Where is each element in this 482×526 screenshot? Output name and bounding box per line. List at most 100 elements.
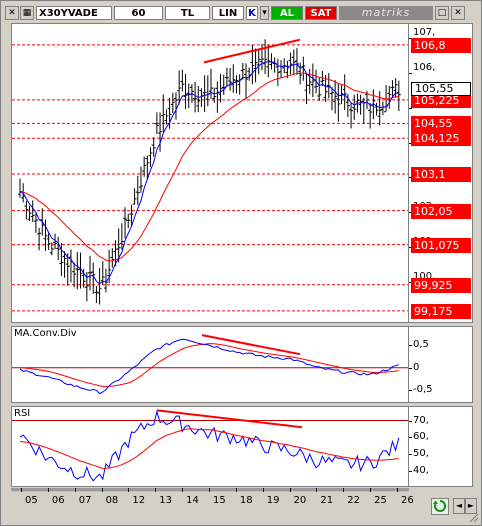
time-axis-tickmark [262,488,264,492]
symbol-field[interactable]: X30YVADE [36,6,112,20]
time-axis-tickmark [209,488,210,492]
price-axis-tickmark [409,142,412,144]
price-axis-tickmark [409,282,412,284]
rsi-axis-tick: 40, [413,465,429,477]
time-axis-label: 14 [186,495,199,506]
price-level-label: 99,925 [411,277,471,293]
macd-axis-tickmark [409,390,412,392]
current-price-label: 105,55 [411,81,471,96]
navigation-controls: ◄ ► [409,498,477,518]
time-axis-tickmark [74,488,76,492]
time-axis[interactable]: 05 06 07 08 12 13 14 15 18 19 20 21 22 25 26 [11,488,414,514]
rsi-chart [12,409,408,482]
rsi-axis-tickmark [409,454,412,456]
time-axis-tickmark [155,488,157,492]
price-level-label: 102,05 [411,203,471,219]
time-axis-label: 12 [132,495,146,506]
time-axis-label: 07 [78,495,92,506]
time-axis-label: 26 [401,495,414,506]
rsi-title: RSI [14,408,31,419]
time-axis-label: 05 [25,495,38,506]
chart-type-icon[interactable]: ▦ [20,6,34,20]
time-axis-label: 06 [51,495,65,506]
price-chart-panel[interactable] [11,23,409,323]
brand-logo: matriks [339,6,433,20]
macd-axis-tick: 0 [413,361,420,373]
macd-axis-tickmark [409,367,412,369]
period-field[interactable]: 60 [114,6,163,20]
time-axis-tickmark [47,488,49,492]
rsi-average-line [19,428,399,469]
time-axis-tickmark [316,488,318,492]
rsi-axis-tick: 60, [413,431,429,443]
price-trend-line [203,38,301,64]
time-axis-label: 21 [320,495,334,506]
time-axis-tickmark [235,488,237,492]
k-button[interactable]: K [246,6,258,20]
price-chart [12,38,408,312]
price-level-label: 99,175 [411,303,471,319]
price-axis: 107,106,105,104,103,102,101,100,106,8105… [409,23,473,323]
time-axis-label: 08 [105,495,119,506]
price-level-label: 103,1 [411,167,471,182]
scale-field[interactable]: LIN [212,6,244,20]
scroll-left-button[interactable]: ◄ [453,498,465,514]
price-level-label: 101,075 [411,237,471,253]
buy-button[interactable]: AL [271,6,303,20]
price-axis-tick: 100, [413,271,436,283]
time-axis-tickmark [343,488,345,492]
time-axis-tickmark [128,488,130,492]
macd-title: MA.Conv.Div [14,328,77,339]
chart-toolbar: ✕ ▦ X30YVADE 60 TL LIN K ▾ AL SAT matrik… [3,3,479,21]
time-axis-label: 20 [293,495,307,506]
sell-button[interactable]: SAT [305,6,337,20]
time-axis-tickmark [21,488,22,492]
price-axis-tickmark [409,212,412,214]
scroll-right-button[interactable]: ► [465,498,477,514]
dropdown-icon[interactable]: ▾ [260,6,269,20]
price-axis-tickmark [409,177,412,179]
price-level-label: 106,8 [411,37,471,53]
price-axis-tick: 107, [413,26,436,38]
macd-axis-tick: -0,5 [413,384,433,396]
macd-panel[interactable]: MA.Conv.Div [11,326,409,403]
macd-chart [12,334,408,395]
time-axis-tickmark [182,488,184,492]
price-level-label: 104,125 [411,131,471,147]
macd-axis: 0,5 0 -0,5 [409,326,473,403]
rsi-panel[interactable]: RSI [11,406,409,487]
macd-axis-tickmark [409,345,412,347]
price-axis-tickmark [409,247,412,249]
slow-moving-average-line [19,72,399,262]
time-axis-tickmark [289,488,291,492]
close-window-icon[interactable]: ✕ [451,6,465,20]
price-axis-tickmark [409,107,412,109]
time-axis-label: 25 [374,495,387,506]
rsi-axis-tickmark [409,437,412,439]
rsi-axis-tickmark [409,420,412,422]
price-level-label: 104,55 [411,116,471,132]
price-level-label: 105,225 [411,92,471,108]
time-axis-label: 15 [213,495,226,506]
fast-moving-average-line [19,61,399,285]
time-axis-label: 13 [159,495,173,506]
time-axis-label: 19 [266,495,280,506]
close-icon[interactable]: ✕ [5,6,19,20]
rsi-axis-tick: 70, [413,414,429,426]
refresh-icon[interactable] [431,498,449,515]
resize-grip-icon[interactable] [469,513,479,523]
time-axis-tickmark [397,488,398,492]
macd-trend-line [201,334,301,356]
rsi-axis-tickmark [409,471,412,473]
time-axis-label: 18 [239,495,253,506]
rsi-trend-line [156,409,303,429]
window-icon[interactable]: □ [435,6,449,20]
currency-field[interactable]: TL [165,6,210,20]
time-axis-tickmark [370,488,372,492]
rsi-line [19,409,400,482]
macd-signal-line [19,343,399,388]
time-scrollbar[interactable] [11,488,409,492]
time-axis-label: 22 [347,495,361,506]
price-axis-tickmark [409,72,412,74]
